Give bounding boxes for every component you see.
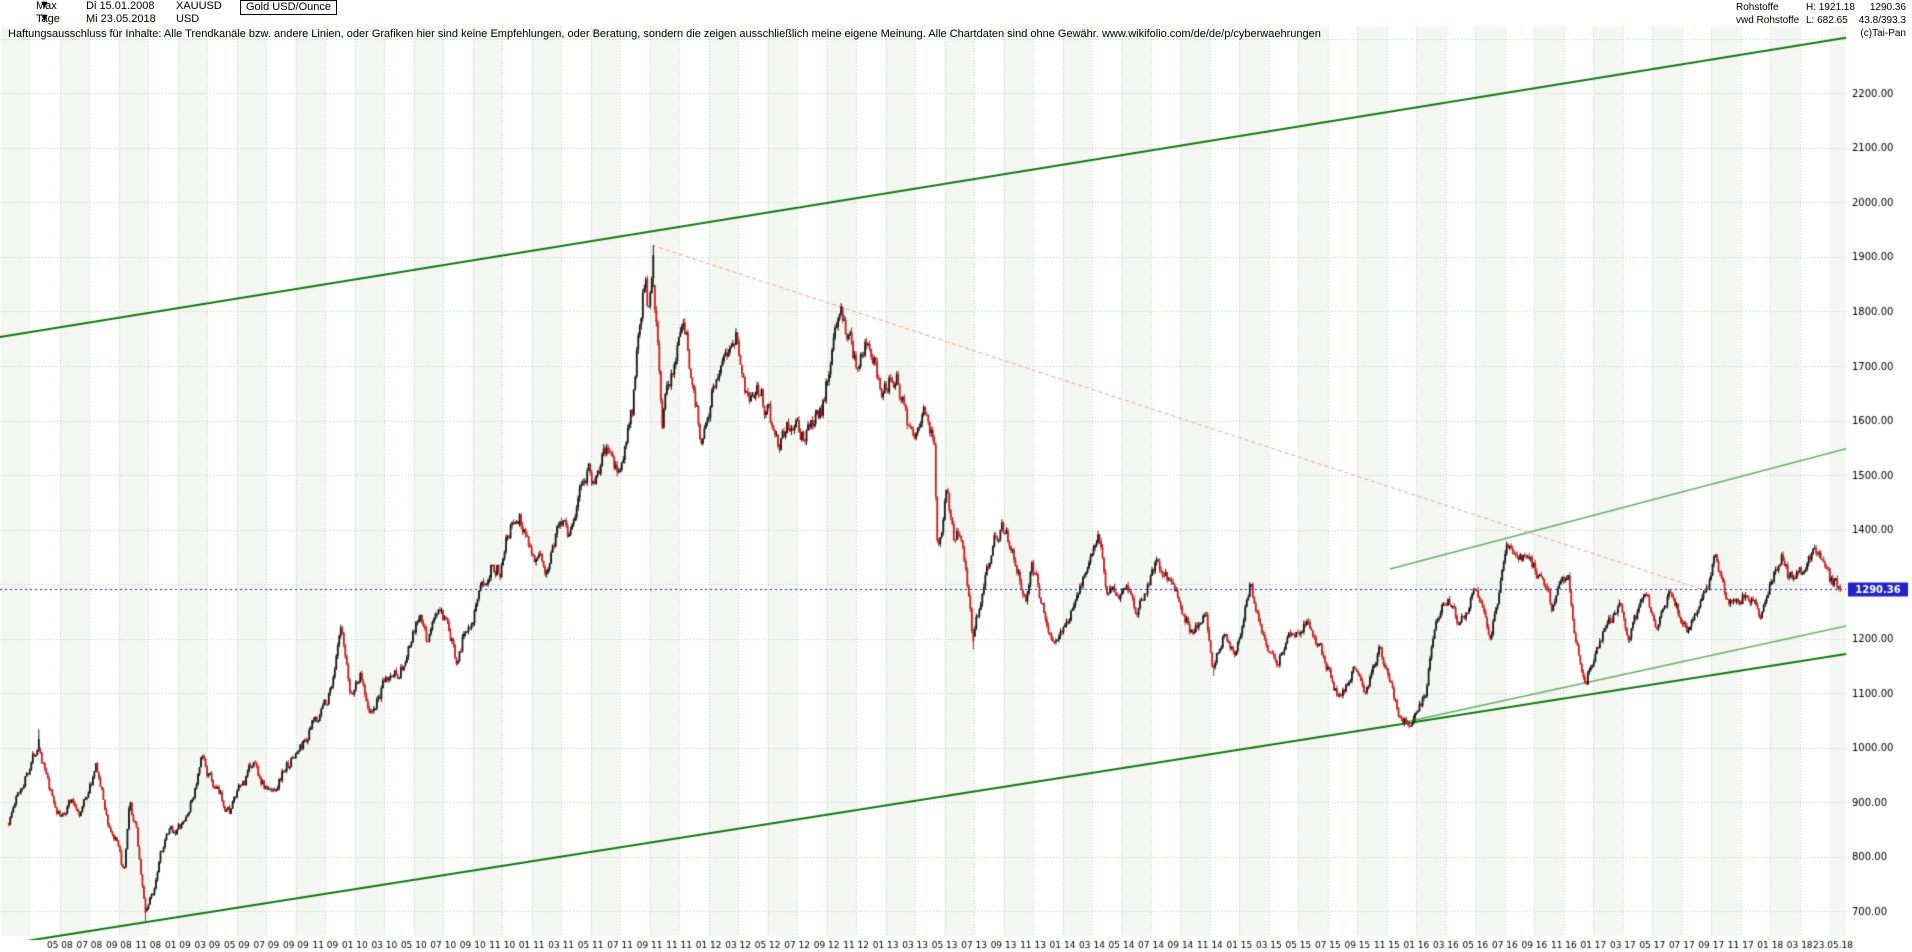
disclaimer-text: Haftungsausschluss für Inhalte: Alle Tre… <box>8 28 1321 40</box>
chart-header: Max ▼ Di 15.01.2008 XAUUSD Gold USD/Ounce… <box>0 0 1912 26</box>
instrument-symbol: XAUUSD <box>176 0 222 12</box>
category-label: Rohstoffe <box>1736 2 1779 13</box>
period-high-value: H: 1921.18 <box>1806 2 1855 13</box>
chart-start-date[interactable]: Di 15.01.2008 <box>86 0 155 12</box>
range-selector-label: Max <box>36 0 57 12</box>
currency-label: USD <box>176 13 200 25</box>
instrument-name-box[interactable]: Gold USD/Ounce <box>240 0 337 15</box>
copyright-label: (c)Tai-Pan <box>1860 28 1906 39</box>
timeframe-label: Tage <box>36 13 60 25</box>
last-price-value: 1290.36 <box>1869 2 1906 13</box>
chart-end-date[interactable]: Mi 23.05.2018 <box>86 13 156 25</box>
dropdown-arrow-icon: ▼ <box>39 12 50 24</box>
data-source-label: vwd Rohstoffe <box>1736 15 1800 26</box>
stats-value: 43.8/393.3 <box>1858 15 1906 26</box>
dropdown-arrow-icon: ▼ <box>39 0 50 11</box>
period-low-value: L: 682.65 <box>1806 15 1848 26</box>
